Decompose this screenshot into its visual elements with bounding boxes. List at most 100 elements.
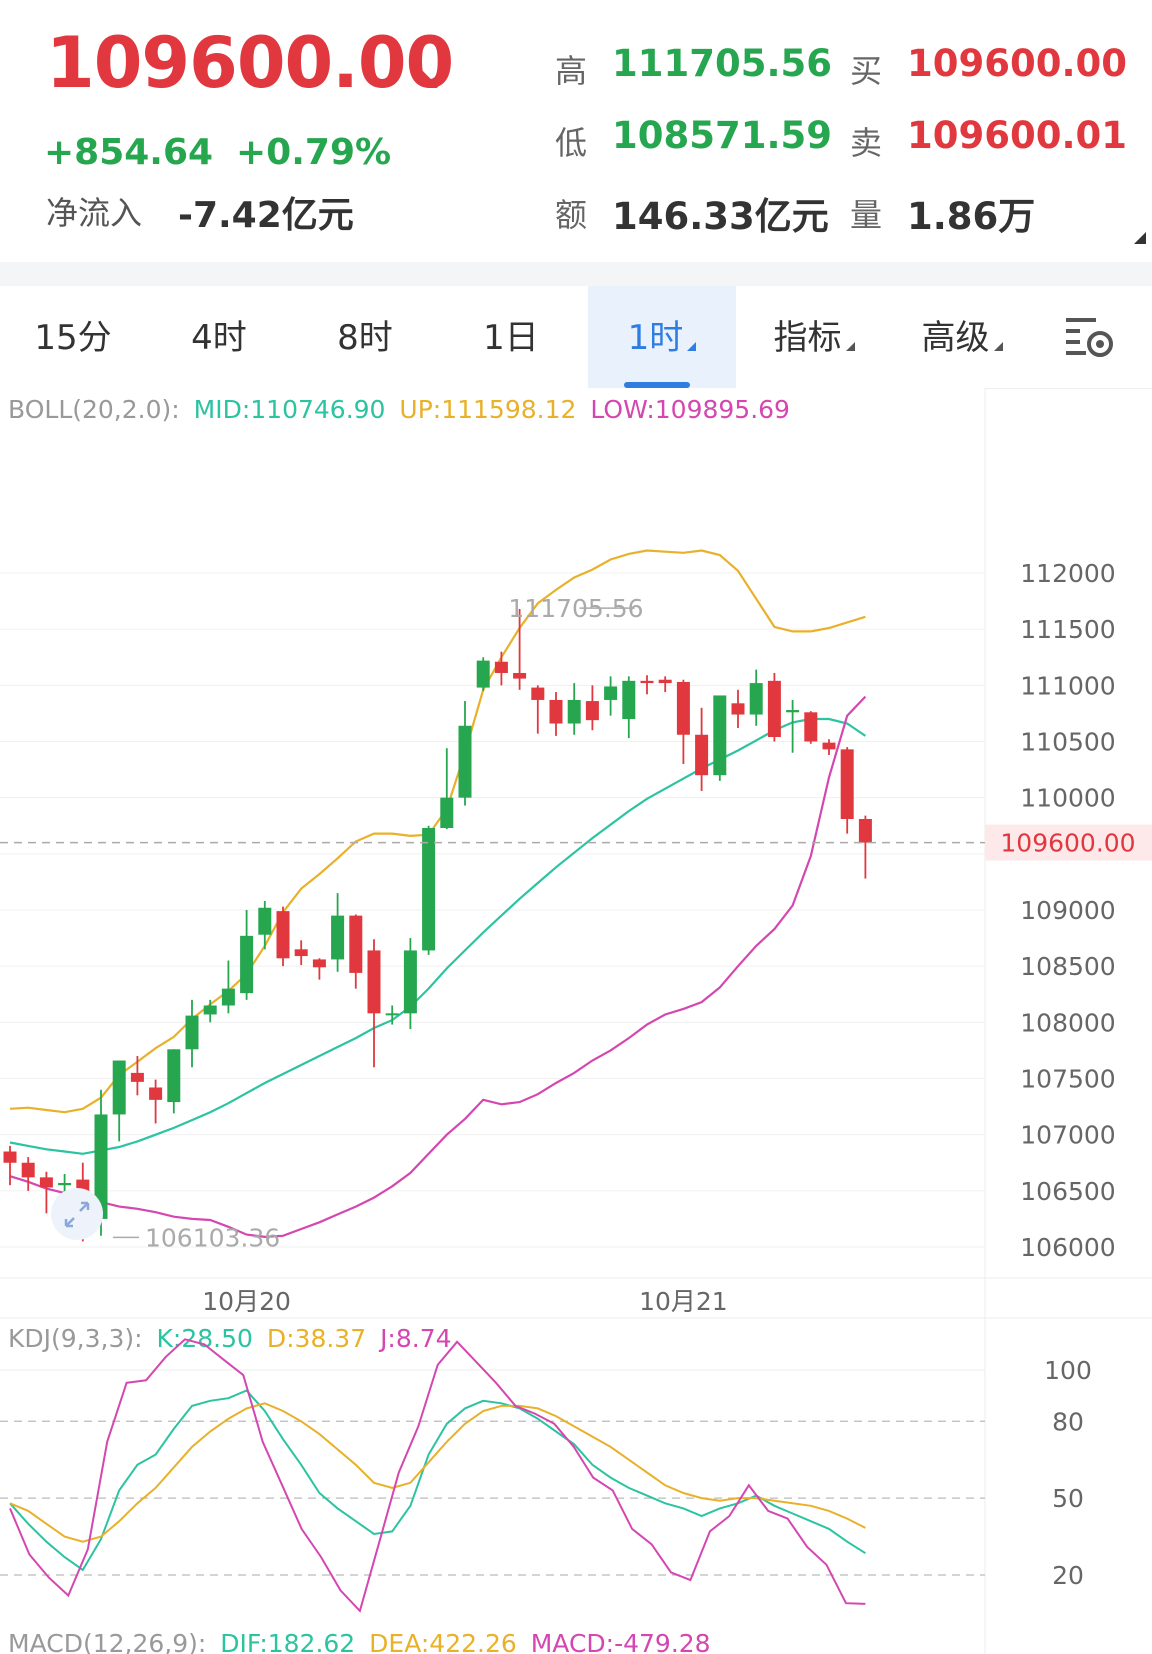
- boll-up: UP:111598.12: [399, 395, 576, 424]
- boll-low: LOW:109895.69: [590, 395, 790, 424]
- candle-up: [622, 680, 636, 720]
- tab-label: 1时: [627, 318, 684, 358]
- macd-dif: DIF:182.62: [220, 1629, 355, 1654]
- kdj-d-line: [9, 1402, 866, 1543]
- tab-label: 高级: [921, 318, 990, 358]
- candle-up: [749, 683, 763, 715]
- candle-down: [3, 1151, 17, 1163]
- kdj-j: J:8.74: [378, 1324, 451, 1353]
- kdj-k: K:28.50: [157, 1324, 253, 1353]
- price-tick-label: 109000: [1020, 896, 1115, 925]
- quote-header: 109600.00 ↘ +854.64 +0.79% 净流入 -7.42亿元 高…: [0, 0, 1152, 262]
- chart-settings-icon[interactable]: [1062, 314, 1116, 360]
- boll-name: BOLL(20,2.0):: [8, 395, 180, 424]
- candle-up: [422, 827, 436, 951]
- boll-legend: BOLL(20,2.0): MID:110746.90 UP:111598.12…: [8, 395, 790, 424]
- price-tick-label: 111500: [1020, 615, 1115, 644]
- candle-down: [349, 915, 363, 973]
- high-annotation: 111705.56: [508, 594, 643, 623]
- sell-label: 卖: [850, 124, 883, 162]
- candle-down: [130, 1072, 144, 1082]
- kdj-tick-label: 100: [1044, 1356, 1092, 1385]
- candle-down: [676, 681, 690, 735]
- tab-4h[interactable]: 4时: [146, 286, 292, 388]
- buy-label: 买: [850, 52, 883, 90]
- amount-value: 146.33亿元: [612, 195, 829, 238]
- dropdown-triangle-icon: [845, 342, 855, 351]
- candle-down: [822, 742, 836, 750]
- price-tick-label: 106000: [1020, 1233, 1115, 1262]
- buy-value: 109600.00: [907, 42, 1128, 85]
- candle-down: [804, 712, 818, 742]
- candle-up: [203, 1005, 217, 1015]
- price-tick-label: 110500: [1020, 728, 1115, 757]
- period-tabs: 15分 4时 8时 1日 1时 指标 高级: [0, 286, 1152, 389]
- kdj-k-line: [9, 1389, 866, 1572]
- candle-down: [531, 687, 545, 700]
- kdj-name: KDJ(9,3,3):: [8, 1324, 143, 1353]
- candle-down: [695, 734, 709, 776]
- change-percent: +0.79%: [236, 132, 392, 173]
- candle-up: [713, 695, 727, 776]
- boll-upper-line: [9, 549, 866, 1114]
- tab-15min[interactable]: 15分: [0, 286, 146, 388]
- kdj-axis: 100 80 50 20: [1044, 1356, 1092, 1590]
- last-price: 109600.00: [46, 22, 454, 104]
- volume-label: 量: [850, 196, 883, 234]
- price-tick-label: 107000: [1020, 1121, 1115, 1150]
- price-down-arrow-icon: ↘: [414, 58, 443, 98]
- tab-advanced[interactable]: 高级: [888, 286, 1036, 388]
- amount-label: 额: [555, 196, 588, 234]
- main-chart-bg: [0, 388, 985, 1273]
- x-label-oct21: 10月21: [639, 1287, 728, 1316]
- x-label-oct20: 10月20: [202, 1287, 291, 1316]
- macd-dea: DEA:422.26: [369, 1629, 517, 1654]
- last-price-tag: 109600.00: [1000, 829, 1135, 858]
- kdj-legend: KDJ(9,3,3): K:28.50 D:38.37 J:8.74: [8, 1324, 452, 1353]
- main-grid: [0, 572, 985, 1248]
- tab-indicators[interactable]: 指标: [740, 286, 888, 388]
- change-value: +854.64: [44, 132, 214, 173]
- active-tab-indicator: [624, 382, 690, 388]
- candle-down: [367, 950, 381, 1014]
- candle-down: [585, 701, 599, 721]
- candle-down: [294, 949, 308, 957]
- tab-1d[interactable]: 1日: [438, 286, 584, 388]
- chart-area[interactable]: BOLL(20,2.0): MID:110746.90 UP:111598.12…: [0, 388, 1152, 1654]
- candle-down: [731, 703, 745, 715]
- tab-label: 1日: [483, 318, 539, 358]
- tab-1h[interactable]: 1时: [588, 286, 736, 388]
- price-axis: 112000 111500 111000 110500 110000 109000 1085…: [1020, 559, 1115, 1262]
- candle-up: [458, 725, 472, 798]
- last-price-line: 109600.00: [0, 824, 1152, 861]
- candle-up: [567, 699, 581, 724]
- candle-up: [185, 1015, 199, 1050]
- dropdown-triangle-icon: [687, 342, 697, 351]
- tab-label: 指标: [773, 318, 842, 358]
- candle-down: [640, 680, 654, 684]
- candle-down: [39, 1177, 53, 1188]
- last-price-tag-bg: [985, 824, 1152, 861]
- candle-up: [221, 988, 235, 1006]
- kdj-tick-label: 50: [1052, 1484, 1084, 1513]
- candle-down: [840, 749, 854, 820]
- candle-up: [331, 915, 345, 960]
- candle-up: [167, 1049, 181, 1103]
- collapse-button[interactable]: [51, 1188, 103, 1240]
- section-gap: [0, 262, 1152, 286]
- candle-down: [21, 1162, 35, 1178]
- high-annotation-label: 111705.56: [508, 594, 643, 623]
- candle-up: [476, 660, 490, 688]
- low-value: 108571.59: [612, 114, 833, 157]
- candle-down: [494, 661, 508, 673]
- candle-down: [767, 680, 781, 738]
- macd-value: MACD:-479.28: [531, 1629, 711, 1654]
- candle-down: [858, 819, 872, 843]
- price-tick-label: 111000: [1020, 671, 1115, 700]
- expand-corner-icon[interactable]: [1134, 232, 1146, 244]
- low-label: 低: [555, 124, 588, 162]
- tab-label: 8时: [337, 318, 393, 358]
- boll-mid: MID:110746.90: [194, 395, 386, 424]
- netflow-label: 净流入: [46, 194, 143, 232]
- tab-8h[interactable]: 8时: [292, 286, 438, 388]
